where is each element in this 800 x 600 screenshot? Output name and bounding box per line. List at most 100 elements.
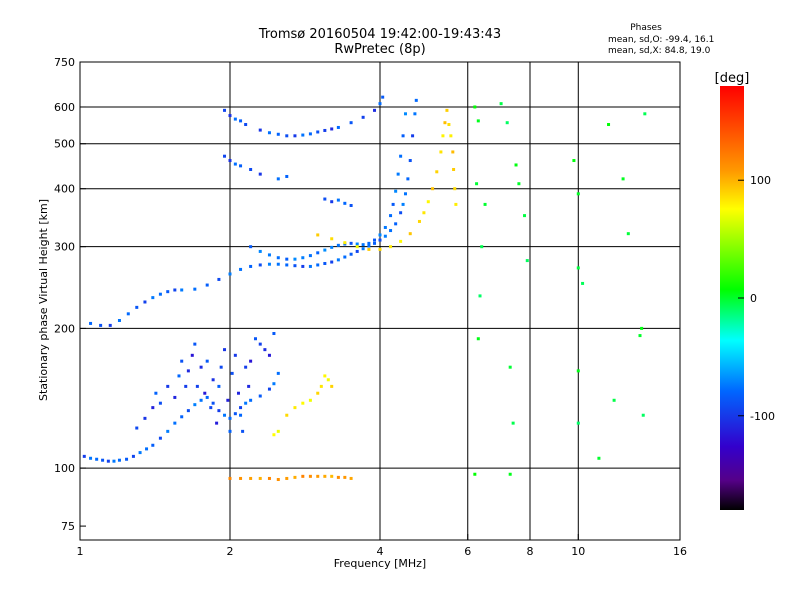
data-point-s8-31 [638, 334, 642, 338]
data-point-s7-12 [316, 130, 320, 134]
data-point-s4-29 [343, 255, 347, 259]
data-point-s0-26 [244, 401, 248, 405]
data-point-s6-12 [431, 187, 435, 191]
data-point-s1-21 [219, 365, 223, 369]
data-point-s1-33 [253, 337, 257, 341]
data-point-s4-25 [316, 263, 320, 267]
data-point-s4-10 [173, 288, 177, 292]
data-point-s5-0 [249, 245, 253, 249]
data-point-s7-23 [233, 162, 237, 166]
x-tick-label: 6 [464, 545, 471, 558]
data-point-s1-16 [205, 359, 209, 363]
data-point-s4-32 [361, 247, 365, 251]
data-point-s4-20 [276, 262, 280, 266]
data-point-s1-26 [233, 353, 237, 357]
data-point-s8-12 [525, 259, 529, 263]
data-point-s4-0 [89, 321, 93, 325]
data-point-s8-2 [475, 182, 479, 186]
chart-subtitle: RwPretec (8p) [334, 42, 425, 57]
data-point-s7-3 [239, 119, 243, 123]
data-point-s4-2 [108, 323, 112, 327]
data-point-s0-0 [82, 454, 86, 458]
data-point-s7-11 [308, 132, 312, 136]
data-point-s0-21 [217, 409, 221, 413]
data-point-s5-2 [267, 253, 271, 257]
data-point-s5-23 [396, 172, 400, 176]
plot-grid [80, 62, 680, 540]
data-point-s2-7 [319, 384, 323, 388]
y-tick-label: 750 [54, 56, 75, 69]
data-point-s4-34 [373, 241, 377, 245]
x-tick-label: 10 [571, 545, 585, 558]
y-tick-label: 200 [54, 322, 75, 335]
data-point-s8-9 [514, 163, 518, 167]
data-point-s4-38 [394, 222, 398, 226]
data-point-s1-7 [177, 374, 181, 378]
data-point-s0-20 [211, 401, 215, 405]
data-point-s5-5 [293, 257, 297, 261]
x-axis-ticks: 1 2 4 6 8 10 16 [77, 534, 687, 558]
data-point-s2-4 [301, 401, 305, 405]
data-point-s6-22 [453, 187, 457, 191]
data-point-s1-28 [239, 413, 243, 417]
data-point-s7-27 [276, 177, 280, 181]
data-point-s5-15 [361, 243, 365, 247]
y-axis-ticks: 75 100 200 300 400 500 600 750 [54, 56, 86, 533]
data-point-s0-23 [228, 416, 232, 420]
data-point-s3-0 [228, 476, 232, 480]
data-point-s4-24 [308, 264, 312, 268]
data-point-s4-3 [117, 318, 121, 322]
x-axis-label: Frequency [MHz] [334, 557, 426, 570]
data-point-s1-35 [263, 348, 267, 352]
data-point-s8-20 [643, 112, 647, 116]
data-point-s7-10 [301, 133, 305, 137]
data-point-s1-37 [272, 332, 276, 336]
data-point-s2-10 [330, 384, 334, 388]
data-point-s7-22 [228, 159, 232, 163]
data-point-s1-9 [184, 384, 188, 388]
data-point-s4-1 [99, 323, 103, 327]
data-point-s0-10 [145, 447, 149, 451]
data-point-s1-15 [203, 391, 207, 395]
data-point-s5-21 [391, 202, 395, 206]
chart-title: Tromsø 20160504 19:42:00-19:43:43 [258, 27, 501, 42]
data-point-s0-9 [138, 451, 142, 455]
data-point-s7-20 [381, 95, 385, 99]
data-point-s1-2 [151, 406, 155, 410]
data-point-s5-10 [330, 245, 334, 249]
data-point-s6-21 [452, 167, 456, 171]
data-point-s7-29 [323, 197, 327, 201]
data-point-s7-5 [258, 128, 262, 132]
data-point-s6-2 [343, 241, 347, 245]
data-point-s5-7 [308, 254, 312, 258]
y-tick-label: 100 [54, 462, 75, 475]
stats-o-mode: mean, sd,O: -99.4, 16.1 [608, 35, 714, 45]
data-point-s1-34 [258, 342, 262, 346]
data-point-s8-21 [473, 472, 477, 476]
data-point-s6-20 [451, 150, 455, 154]
data-point-s5-9 [323, 248, 327, 252]
data-point-s1-13 [195, 384, 199, 388]
data-point-s0-18 [199, 398, 203, 402]
data-point-s8-4 [478, 294, 482, 298]
data-point-s8-8 [505, 121, 509, 125]
data-point-s5-17 [373, 238, 377, 242]
data-point-s0-2 [95, 457, 99, 461]
data-point-s6-15 [441, 134, 445, 138]
colorbar-tick-label: -100 [750, 410, 775, 423]
data-point-s3-10 [316, 474, 320, 478]
data-point-s8-0 [473, 105, 477, 109]
data-point-s5-8 [316, 251, 320, 255]
data-point-s4-14 [217, 277, 221, 281]
stats-heading: Phases [630, 23, 662, 33]
data-point-s1-19 [215, 421, 219, 425]
colorbar-tick-label: 0 [750, 292, 757, 305]
data-point-s1-6 [173, 395, 177, 399]
data-point-s8-3 [480, 245, 484, 249]
data-point-s8-25 [576, 421, 580, 425]
data-point-s4-30 [349, 252, 353, 256]
data-point-s0-16 [186, 409, 190, 413]
data-point-s4-28 [336, 258, 340, 262]
data-point-s6-16 [443, 121, 447, 125]
data-point-s0-30 [272, 382, 276, 386]
